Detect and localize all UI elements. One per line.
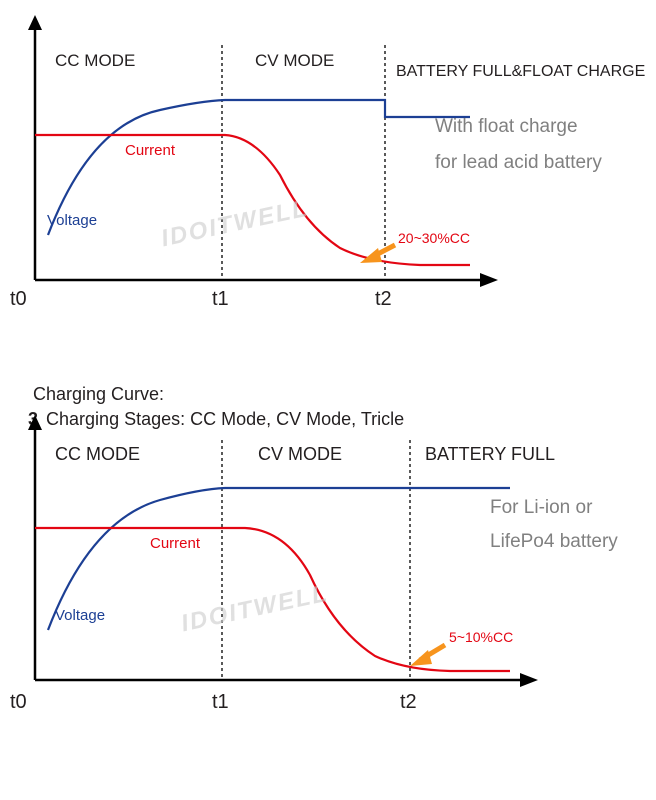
tick-t1: t1 <box>212 288 229 310</box>
current-label-2: Current <box>150 535 201 552</box>
title-line2-rest: Charging Stages: CC Mode, CV Mode, Tricl… <box>46 409 404 429</box>
annotation-cc-percent-2: 5~10%CC <box>449 629 513 645</box>
region-full-2: BATTERY FULL <box>425 444 555 464</box>
side-text-2a: For Li-ion or <box>490 497 593 518</box>
annotation-cc-percent: 20~30%CC <box>398 230 470 246</box>
voltage-curve <box>48 100 470 235</box>
side-text-2b: LifePo4 battery <box>490 531 618 552</box>
tick-t2-2: t2 <box>400 691 417 713</box>
voltage-label: Voltage <box>47 212 97 229</box>
side-text-1: With float charge <box>435 116 578 137</box>
region-full: BATTERY FULL&FLOAT CHARGE <box>396 63 645 80</box>
side-text-2: for lead acid battery <box>435 152 602 173</box>
current-label: Current <box>125 142 176 159</box>
tick-t2: t2 <box>375 288 392 310</box>
region-cc-mode: CC MODE <box>55 51 135 70</box>
voltage-curve-2 <box>48 488 510 630</box>
charging-curves-diagram: CC MODE CV MODE BATTERY FULL&FLOAT CHARG… <box>0 0 656 794</box>
chart1-lead-acid: CC MODE CV MODE BATTERY FULL&FLOAT CHARG… <box>0 0 656 345</box>
tick-t0-2: t0 <box>10 691 27 713</box>
region-cv-mode-2: CV MODE <box>258 444 342 464</box>
tick-t1-2: t1 <box>212 691 229 713</box>
svg-text:3 Charging Stages: CC: 3 Charging Stages: CC Mode, CV Mode, Tri… <box>28 409 404 429</box>
tick-t0: t0 <box>10 288 27 310</box>
title-line1: Charging Curve: <box>33 384 164 404</box>
region-cv-mode: CV MODE <box>255 51 334 70</box>
voltage-label-2: Voltage <box>55 607 105 624</box>
chart2-li-ion: Charging Curve: 3 Charging Stages: CC Mo… <box>0 380 656 800</box>
region-cc-mode-2: CC MODE <box>55 444 140 464</box>
